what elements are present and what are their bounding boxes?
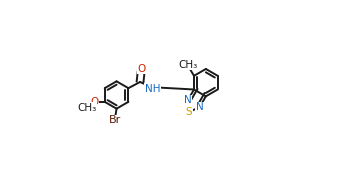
Text: S: S (186, 107, 192, 117)
Text: O: O (90, 97, 98, 107)
Text: NH: NH (145, 84, 161, 93)
Text: N: N (184, 95, 192, 105)
Text: O: O (137, 64, 146, 74)
Text: N: N (196, 102, 203, 112)
Text: CH₃: CH₃ (178, 60, 198, 70)
Text: Br: Br (109, 115, 121, 125)
Text: CH₃: CH₃ (77, 103, 97, 113)
Text: NH: NH (145, 84, 161, 93)
